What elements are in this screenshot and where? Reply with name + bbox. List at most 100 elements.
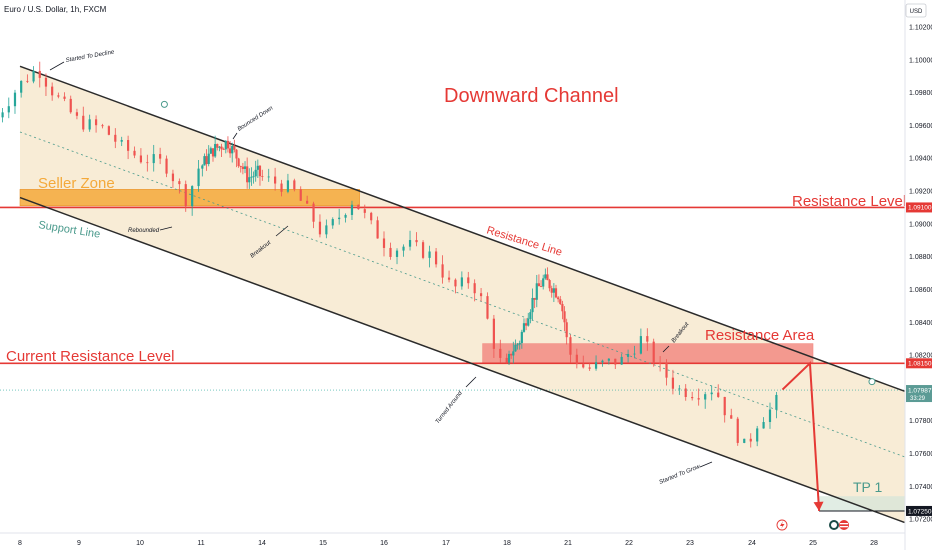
candle-body	[101, 125, 104, 127]
candle-body	[499, 348, 502, 358]
candle-body	[184, 184, 187, 207]
candle-body	[542, 278, 545, 287]
lightning-icon[interactable]	[776, 519, 788, 531]
candle-body	[665, 362, 668, 378]
projection-arrow[interactable]	[781, 361, 821, 512]
candle-body	[220, 146, 223, 150]
candle-body	[258, 165, 262, 177]
candle-body	[492, 318, 495, 349]
candle-body	[224, 140, 227, 150]
candle-body	[205, 156, 208, 165]
candle-body	[209, 148, 212, 154]
candle-body	[557, 297, 560, 300]
tp1-price-tag: 1.07250	[906, 505, 932, 516]
support-channel-line[interactable]	[19, 196, 905, 524]
annotation-started-to-grow: Started To Grow	[659, 461, 713, 486]
price-tick-label: 1.07400	[909, 484, 932, 491]
candle-body	[565, 322, 568, 338]
flag-icon[interactable]	[839, 520, 849, 530]
candle-body	[546, 274, 549, 281]
candle-body	[633, 353, 636, 355]
candle-body	[402, 246, 405, 251]
candle-body	[237, 158, 240, 167]
candle-body	[1, 112, 4, 118]
candle-body	[756, 428, 759, 442]
channel-midline[interactable]	[19, 131, 905, 458]
candle-body	[723, 396, 726, 416]
candle-body	[529, 312, 532, 320]
candle-body	[607, 358, 610, 361]
candle-body	[306, 200, 309, 204]
candle-body	[159, 154, 162, 159]
candle-body	[620, 356, 623, 365]
candle-body	[520, 331, 523, 344]
trendline-handle[interactable]	[868, 378, 876, 386]
price-axis[interactable]: 1.10200 1.10000 1.09800 1.09600 1.09400 1.092…	[909, 24, 932, 523]
started-to-grow-text: Started To Grow	[659, 464, 702, 486]
candle-body	[730, 415, 733, 419]
currency-button[interactable]: USD	[905, 3, 927, 18]
candle-body	[454, 279, 457, 287]
candle-body	[241, 166, 244, 169]
candle-body	[94, 119, 98, 126]
time-tick-label: 17	[442, 540, 450, 547]
time-axis[interactable]: 8 9 10 11 14 15 16 17 18 21 22 23 24 25 28	[18, 540, 878, 547]
trendline-handle[interactable]	[160, 100, 168, 108]
candle-body	[201, 165, 204, 169]
time-tick-label: 8	[18, 540, 22, 547]
candle-body	[107, 126, 110, 135]
candle-body	[178, 181, 181, 185]
candle-body	[704, 394, 707, 400]
candle-body	[197, 168, 200, 187]
projection-arrowhead	[813, 501, 824, 511]
candle-body	[678, 388, 681, 390]
resistance-area-box[interactable]	[482, 343, 814, 364]
candle-body	[331, 219, 334, 226]
candle-body	[312, 203, 315, 222]
candle-body	[544, 274, 547, 279]
candle-body	[434, 251, 438, 265]
candle-body	[350, 204, 354, 215]
candle-body	[44, 77, 48, 87]
price-tick-label: 1.09800	[909, 90, 932, 97]
candle-body	[139, 155, 143, 163]
candle-body	[389, 247, 392, 257]
candle-body	[88, 119, 91, 130]
candle-body	[38, 70, 41, 78]
candle-body	[7, 106, 10, 113]
candle-body	[82, 115, 85, 130]
candle-body	[516, 344, 519, 346]
candle-body	[717, 392, 720, 397]
candle-body	[522, 323, 526, 332]
candle-body	[146, 162, 149, 164]
candle-body	[768, 409, 772, 423]
candle-body	[736, 418, 739, 443]
event-icon[interactable]	[829, 520, 839, 530]
current-price-tag: 1.07987 33:29	[906, 385, 932, 403]
time-tick-label: 23	[686, 540, 694, 547]
price-tick-label: 1.07600	[909, 451, 932, 458]
annotation-bounced-down: Bounced Down	[232, 105, 275, 140]
price-tick-label: 1.09600	[909, 123, 932, 130]
candle-body	[191, 186, 194, 207]
candle-body	[659, 362, 662, 364]
candle-body	[539, 286, 543, 287]
time-tick-label: 9	[77, 540, 81, 547]
currency-button-label: USD	[910, 9, 923, 15]
candle-body	[293, 180, 296, 190]
candle-body	[250, 176, 253, 178]
annotation-turned-around: Turned Around	[435, 376, 477, 425]
candle-body	[127, 140, 130, 151]
resistance-channel-line[interactable]	[19, 65, 905, 392]
candle-body	[133, 150, 136, 156]
candle-body	[248, 177, 251, 183]
rebounded-text: Rebounded	[128, 228, 160, 234]
candle-body	[214, 144, 217, 157]
candle-body	[486, 296, 489, 319]
candle-body	[114, 134, 117, 142]
symbol-title: Euro / U.S. Dollar, 1h, FXCM	[4, 5, 107, 14]
candle-body	[286, 180, 290, 192]
candle-body	[548, 280, 551, 289]
resistance-level-price-text: 1.09100	[908, 205, 932, 212]
